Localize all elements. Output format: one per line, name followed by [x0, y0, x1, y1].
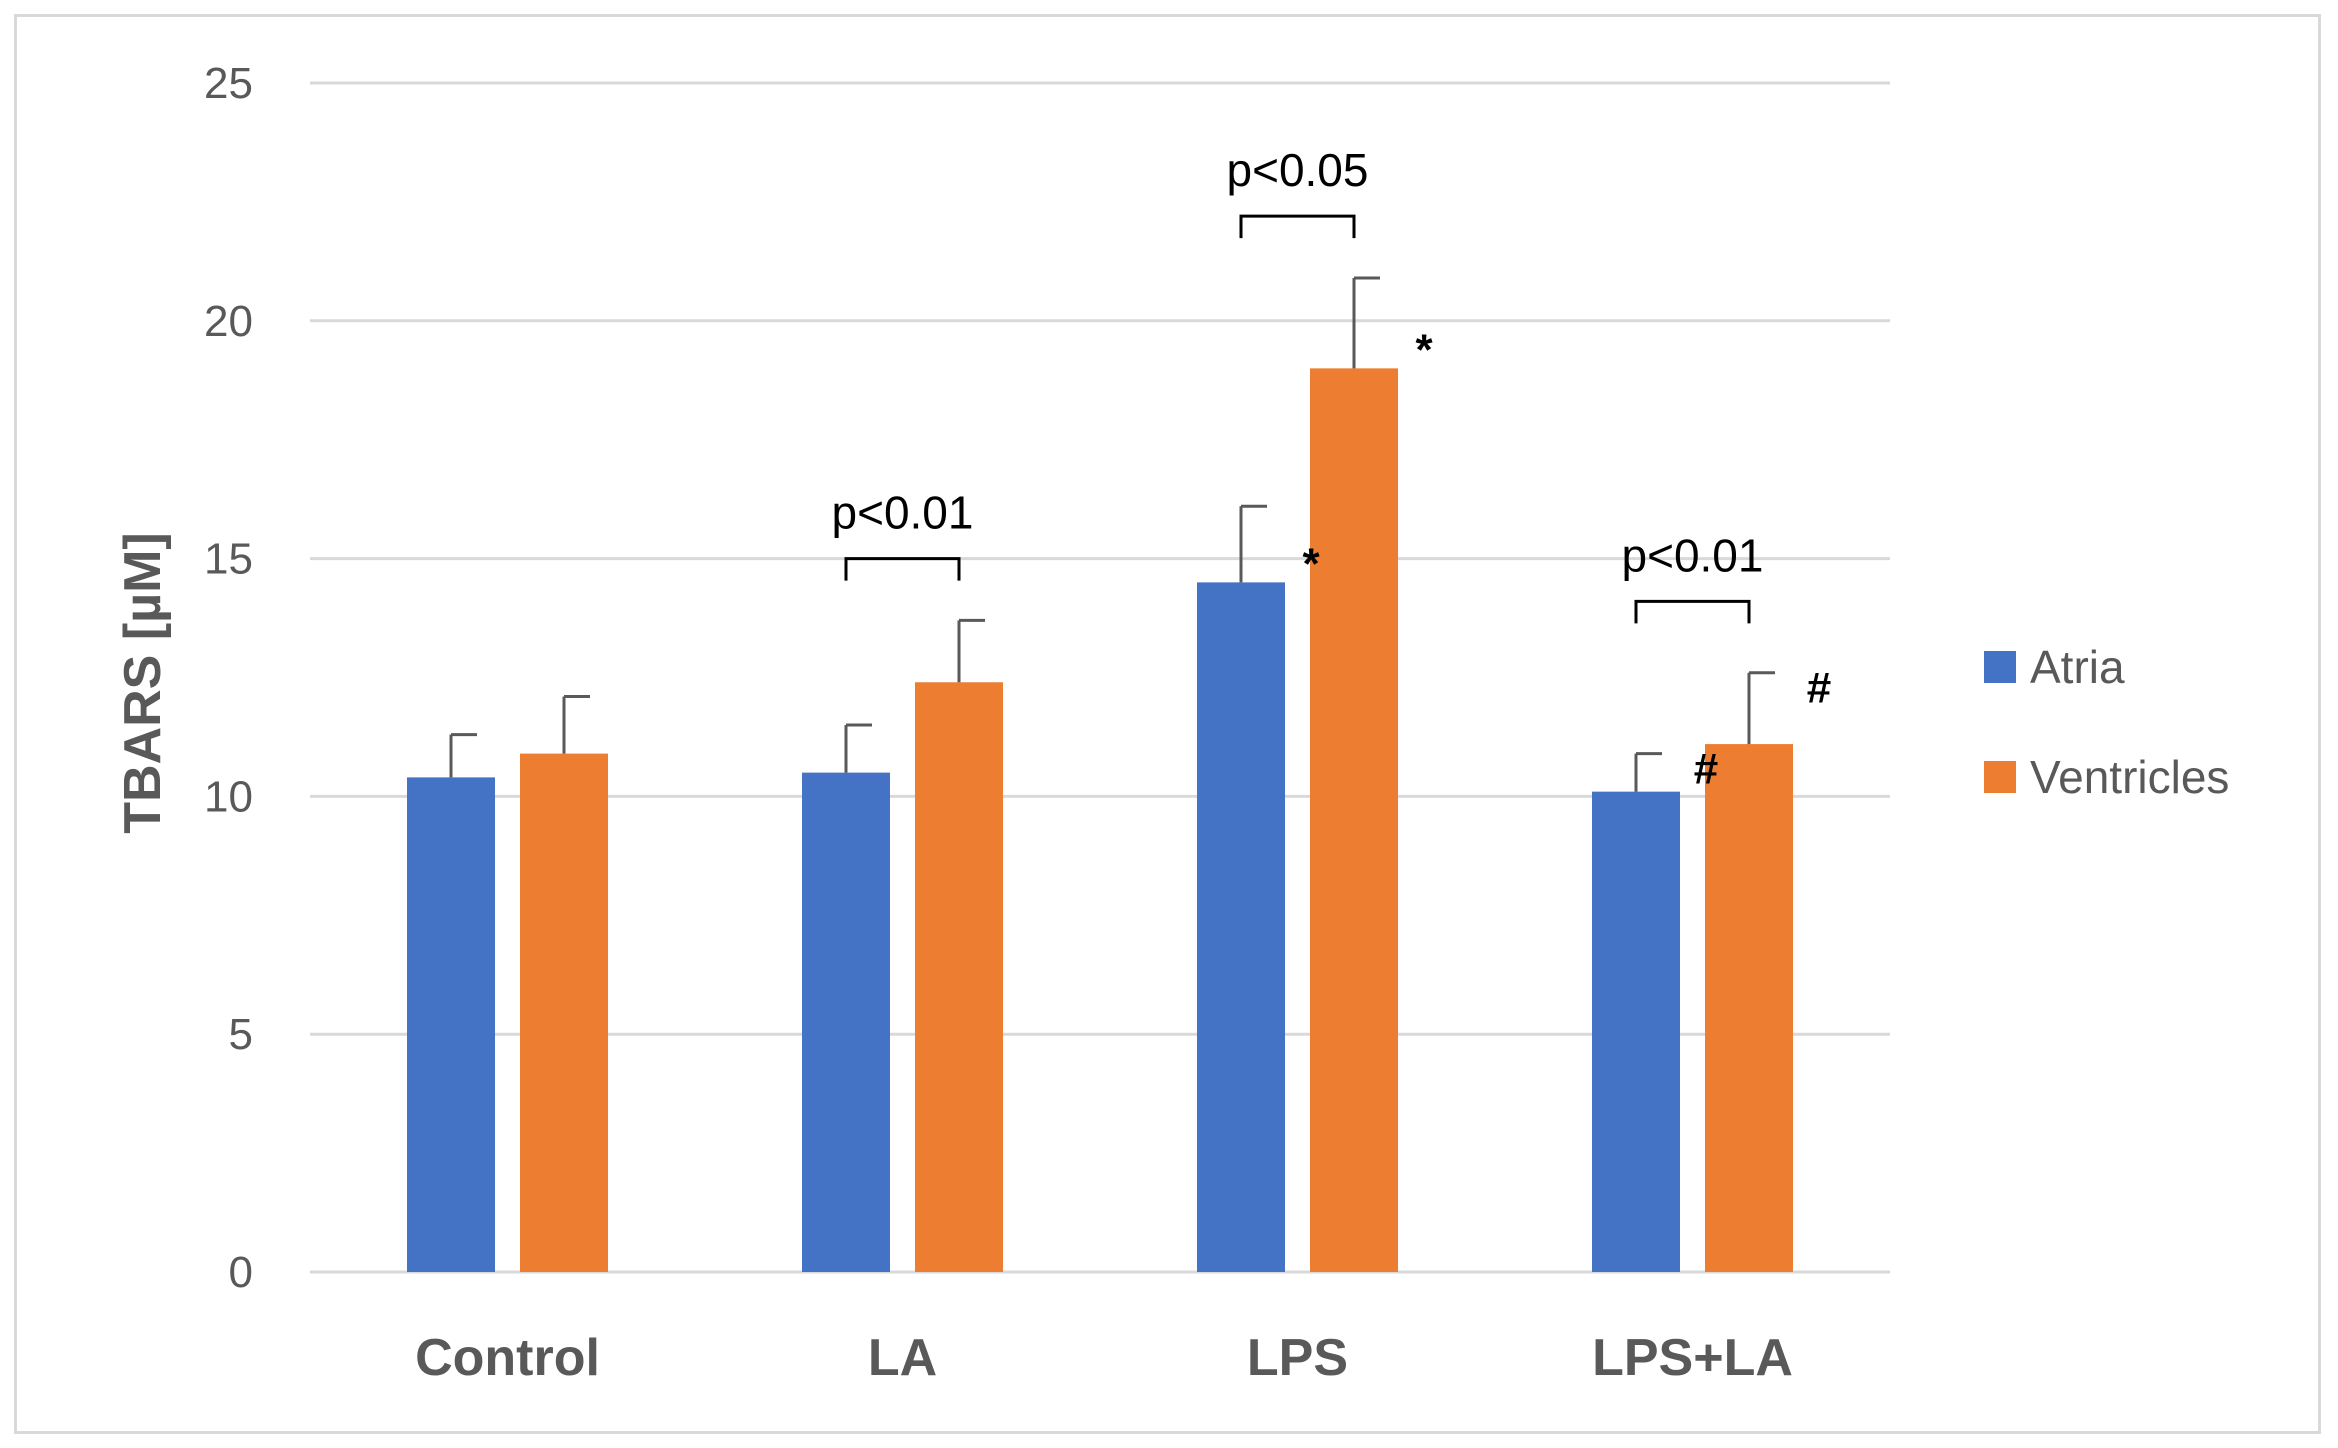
bar-ventricles-3 — [1705, 744, 1793, 1272]
bar-atria-2 — [1197, 582, 1285, 1272]
marker-atria-3: # — [1694, 745, 1718, 794]
bar-ventricles-2 — [1310, 368, 1398, 1272]
x-category-label-2: LPS — [1247, 1329, 1348, 1387]
chart-frame — [14, 14, 2321, 1434]
annotation-text-1: p<0.05 — [1227, 144, 1369, 196]
p-value-annotations: p<0.01 p<0.05 p<0.01 — [832, 144, 1764, 624]
error-bars — [449, 276, 1775, 792]
y-tick-label-10: 10 — [204, 772, 253, 821]
x-category-label-1: LA — [868, 1329, 937, 1387]
annotation-text-0: p<0.01 — [832, 487, 974, 539]
y-tick-label-15: 15 — [204, 535, 253, 584]
x-axis-categories: Control LA LPS LPS+LA — [415, 1329, 1793, 1387]
x-category-label-3: LPS+LA — [1592, 1329, 1793, 1387]
bar-ventricles-0 — [520, 753, 608, 1272]
y-tick-label-5: 5 — [229, 1010, 253, 1059]
legend-swatch-atria — [1984, 651, 2016, 683]
bar-atria-0 — [407, 777, 495, 1272]
annotation-bracket-2 — [1634, 599, 1751, 624]
significance-markers: * # * # — [1302, 325, 1831, 793]
bar-ventricles-1 — [915, 682, 1003, 1272]
annotation-bracket-1 — [1239, 214, 1356, 239]
y-tick-label-25: 25 — [204, 59, 253, 108]
marker-ventricles-2: * — [1415, 325, 1433, 374]
marker-ventricles-3: # — [1807, 664, 1831, 713]
legend: Atria Ventricles — [1984, 641, 2229, 803]
y-tick-label-20: 20 — [204, 297, 253, 346]
annotation-bracket-0 — [844, 557, 961, 581]
bar-atria-1 — [802, 772, 890, 1272]
bar-atria-3 — [1592, 791, 1680, 1272]
legend-label-atria: Atria — [2030, 641, 2125, 693]
y-tick-label-0: 0 — [229, 1248, 253, 1297]
y-axis-title: TBARS [µM] — [114, 532, 172, 833]
x-category-label-0: Control — [415, 1329, 600, 1387]
bars — [407, 368, 1793, 1272]
y-axis-ticks: 0 5 10 15 20 25 — [204, 59, 253, 1297]
legend-label-ventricles: Ventricles — [2030, 751, 2229, 803]
marker-atria-2: * — [1302, 539, 1320, 588]
annotation-text-2: p<0.01 — [1622, 529, 1764, 581]
legend-swatch-ventricles — [1984, 761, 2016, 793]
